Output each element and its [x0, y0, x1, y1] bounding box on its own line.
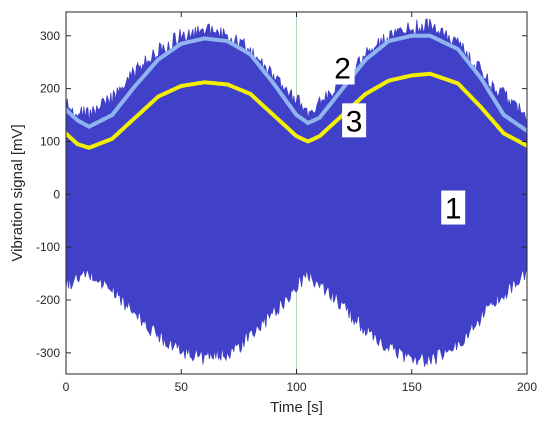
annotation-label-3: 3 — [342, 103, 367, 138]
x-tick-label: 50 — [175, 380, 189, 394]
annotation-box — [330, 50, 355, 85]
y-tick-label: 100 — [40, 134, 60, 148]
axes — [65, 11, 528, 375]
annotations: 1 2 3 — [330, 50, 466, 226]
annotation-box — [441, 190, 466, 225]
y-tick-label: -100 — [36, 240, 60, 254]
annotation-label-1: 1 — [441, 190, 466, 226]
y-tick-label: -200 — [36, 293, 60, 307]
series-3-line — [66, 71, 527, 150]
y-tick-label: 300 — [40, 29, 60, 43]
annotation-text: 1 — [445, 193, 462, 226]
y-tick-label: 0 — [53, 187, 60, 201]
series-2-line — [66, 33, 527, 133]
x-tick-label: 0 — [63, 380, 70, 394]
x-tick-label: 200 — [517, 380, 537, 394]
x-axis-label: Time [s] — [270, 399, 323, 416]
annotation-text: 2 — [334, 52, 351, 85]
x-tick-label: 150 — [402, 380, 422, 394]
annotation-label-2: 2 — [330, 50, 355, 85]
tick-labels: 0 50 100 150 200 -300 -200 -100 0 100 200 300 — [36, 29, 537, 394]
annotation-text: 3 — [346, 105, 363, 138]
annotation-box — [342, 103, 367, 138]
series-1-raw-signal — [66, 18, 527, 367]
x-tick-label: 100 — [286, 380, 306, 394]
y-tick-label: -300 — [36, 346, 60, 360]
y-axis-label: Vibration signal [mV] — [9, 124, 26, 261]
y-tick-label: 200 — [40, 82, 60, 96]
